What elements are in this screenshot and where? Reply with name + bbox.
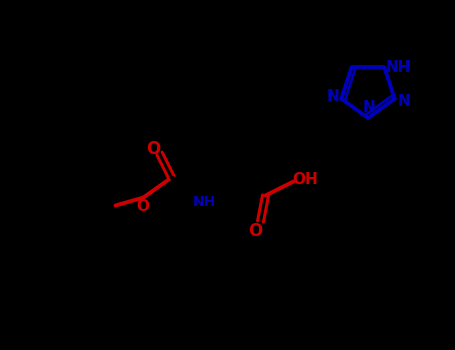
Text: O: O xyxy=(147,140,161,159)
Text: N: N xyxy=(397,94,410,109)
Text: N: N xyxy=(327,89,340,104)
Text: O: O xyxy=(136,199,149,214)
Text: N: N xyxy=(363,100,375,116)
Text: NH: NH xyxy=(386,60,411,75)
Text: O: O xyxy=(248,222,263,239)
Text: OH: OH xyxy=(293,172,318,187)
Text: NH: NH xyxy=(193,196,216,210)
